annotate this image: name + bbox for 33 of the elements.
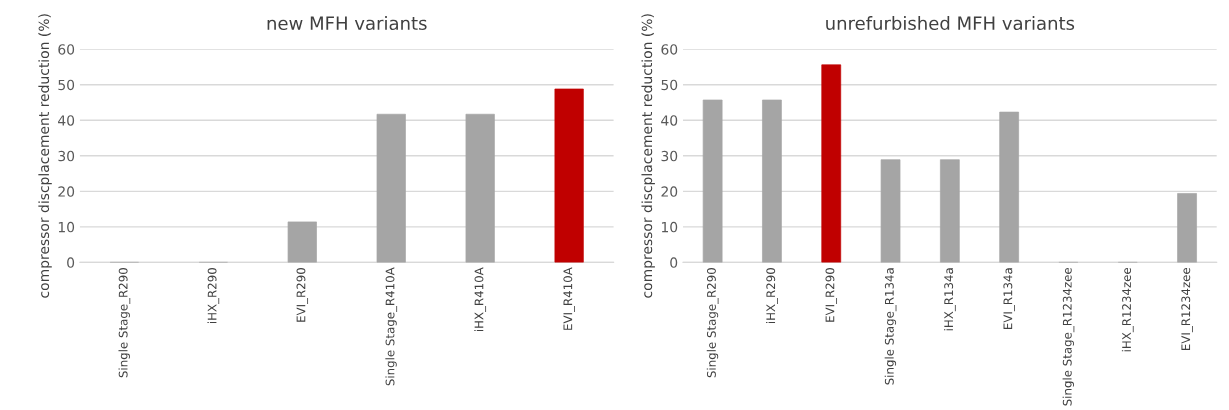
y-tick-label: 60 [58,44,75,55]
x-tick-label: iHX_R1234zee [1121,267,1134,352]
x-tick-label: iHX_R410A [474,267,487,332]
x-tick-label: EVI_R290 [825,268,838,322]
x-tick-label: EVI_R1234zee [1181,267,1193,350]
x-tick-label: EVI_R290 [296,268,309,322]
y-tick-label: 50 [661,79,678,91]
x-tick-label: iHX_R134a [943,268,956,331]
y-axis-title: compressor discplacement reduction (%) [38,14,52,298]
x-tick-label: EVI_R134a [1003,268,1015,329]
x-tick-label: Single Stage_R410A [385,267,398,386]
y-tick-label: 40 [661,115,678,126]
chart-title: unrefurbished MFH variants [826,16,1075,31]
y-tick-label: 0 [67,257,75,268]
y-tick-label: 60 [661,44,678,55]
x-tick-label: Single Stage_R134a [884,268,897,385]
y-tick-label: 30 [661,150,678,162]
x-tick-label: iHX_R290 [766,268,778,324]
y-tick-label: 30 [58,150,75,162]
y-tick-label: 10 [661,221,678,233]
x-tick-label: Single Stage_R290 [706,268,719,378]
x-tick-label: iHX_R290 [207,268,220,324]
y-tick-label: 20 [661,186,678,197]
chart-title: new MFH variants [267,16,427,31]
y-tick-label: 50 [58,79,75,91]
y-axis-title: compressor discplacement reduction (%) [641,14,655,298]
x-tick-label: Single Stage_R290 [118,268,131,378]
x-tick-label: Single Stage_R1234zee [1062,267,1075,406]
y-tick-label: 0 [670,257,678,268]
y-tick-label: 40 [58,115,75,126]
y-tick-label: 10 [58,221,75,233]
y-tick-label: 20 [58,186,75,197]
x-tick-label: EVI_R410A [563,267,575,330]
